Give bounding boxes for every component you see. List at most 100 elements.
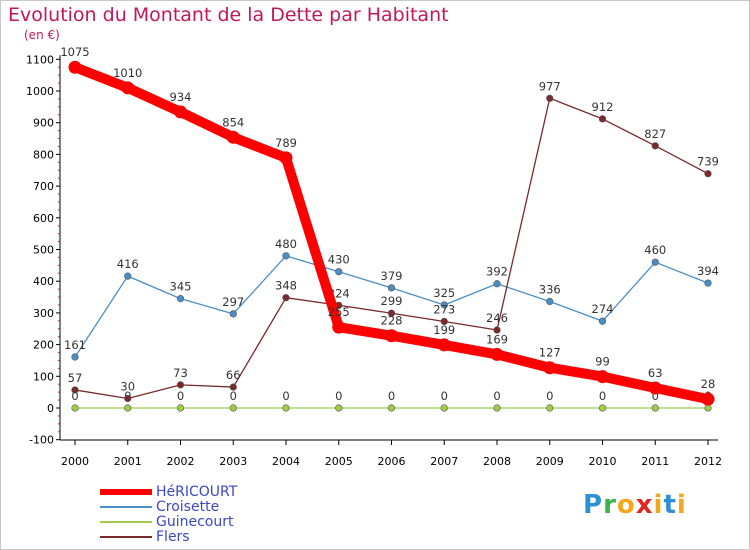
data-point (229, 383, 237, 391)
data-label: 28 (701, 377, 716, 391)
legend-swatch-hericourt (100, 488, 152, 495)
data-point (176, 295, 185, 303)
data-point (176, 381, 185, 389)
data-point (701, 392, 715, 406)
legend-swatch-croisette (100, 505, 152, 508)
data-point (71, 353, 79, 361)
data-point (71, 404, 79, 412)
x-tick-label: 2011 (641, 455, 669, 468)
data-point (440, 317, 448, 326)
data-label: 739 (697, 155, 719, 169)
logo-letter: i (653, 490, 664, 520)
data-label: 161 (64, 338, 86, 352)
chart-title: Evolution du Montant de la Dette par Hab… (8, 4, 449, 26)
data-point (543, 361, 557, 375)
data-point (279, 151, 293, 165)
legend-label-guinecourt: Guinecourt (156, 513, 234, 530)
data-point (648, 381, 662, 395)
data-label: 977 (539, 79, 561, 93)
y-tick-label: 400 (33, 275, 54, 288)
data-label: 1075 (60, 45, 89, 59)
y-tick-label: 600 (33, 212, 54, 225)
data-label: 336 (539, 282, 561, 296)
data-point (651, 404, 659, 412)
data-label: 854 (222, 115, 244, 129)
logo-letter: t (663, 490, 677, 520)
x-tick-label: 2003 (219, 455, 247, 468)
data-label: 827 (644, 127, 666, 141)
y-tick-label: 800 (33, 148, 54, 161)
data-point (493, 404, 501, 412)
data-point (229, 310, 237, 318)
data-label: 0 (546, 389, 553, 403)
data-point (651, 142, 659, 150)
data-point (282, 294, 290, 302)
data-label: 0 (230, 389, 237, 403)
data-point (335, 268, 343, 276)
data-point (493, 280, 501, 288)
data-label: 169 (486, 332, 508, 346)
data-point (282, 252, 290, 260)
data-label: 0 (335, 389, 342, 403)
data-label: 460 (644, 243, 666, 257)
x-tick-label: 2000 (61, 455, 89, 468)
data-label: 0 (71, 389, 78, 403)
data-point (71, 386, 79, 394)
y-tick-label: 1100 (26, 53, 54, 66)
x-tick-label: 2008 (483, 455, 511, 468)
data-point (437, 338, 451, 352)
data-label: 416 (117, 257, 139, 271)
data-label: 480 (275, 237, 297, 251)
data-label: 345 (170, 280, 192, 294)
data-point (387, 404, 396, 412)
data-label: 379 (381, 269, 403, 283)
data-label: 66 (226, 368, 241, 382)
logo-letter: r (603, 490, 617, 520)
data-point (226, 130, 240, 144)
data-label: 30 (120, 379, 135, 393)
data-point (440, 301, 448, 309)
data-label: 0 (599, 389, 606, 403)
x-tick-label: 2006 (378, 455, 406, 468)
x-tick-label: 2004 (272, 455, 300, 468)
data-label: 912 (592, 100, 614, 114)
x-tick-label: 2012 (694, 455, 722, 468)
data-label: 0 (441, 389, 448, 403)
legend-label-flers: Flers (156, 528, 190, 545)
legend-item-hericourt: HéRICOURT (100, 483, 238, 500)
data-point (546, 94, 554, 102)
logo-letter: o (616, 490, 636, 520)
data-label: 299 (381, 294, 403, 308)
data-point (598, 404, 607, 412)
data-point (704, 404, 712, 412)
data-label: 325 (433, 286, 455, 300)
data-label: 0 (177, 389, 184, 403)
y-tick-label: 0 (47, 402, 54, 415)
logo-letter: P (583, 490, 604, 520)
data-label: 0 (652, 389, 659, 403)
x-tick-label: 2007 (430, 455, 458, 468)
legend-swatch-flers (100, 535, 152, 538)
y-tick-label: 100 (33, 370, 54, 383)
proxiti-logo: Proxiti (583, 490, 687, 520)
data-point (385, 329, 398, 343)
y-tick-label: 700 (33, 180, 54, 193)
logo-letter: i (676, 490, 687, 520)
x-tick-label: 2001 (114, 455, 142, 468)
data-label: 789 (275, 136, 297, 150)
data-point (124, 272, 132, 280)
data-point (493, 326, 501, 334)
data-label: 246 (486, 311, 508, 325)
legend-label-hericourt: HéRICOURT (156, 483, 238, 500)
data-label: 0 (282, 389, 289, 403)
data-point (704, 170, 712, 178)
data-label: 934 (170, 90, 192, 104)
legend-item-guinecourt: Guinecourt (100, 513, 237, 530)
data-point (440, 404, 448, 412)
data-point (546, 404, 554, 412)
data-label: 430 (328, 253, 350, 267)
data-point (121, 81, 135, 95)
data-label: 1010 (113, 66, 142, 80)
data-label: 348 (275, 279, 297, 293)
